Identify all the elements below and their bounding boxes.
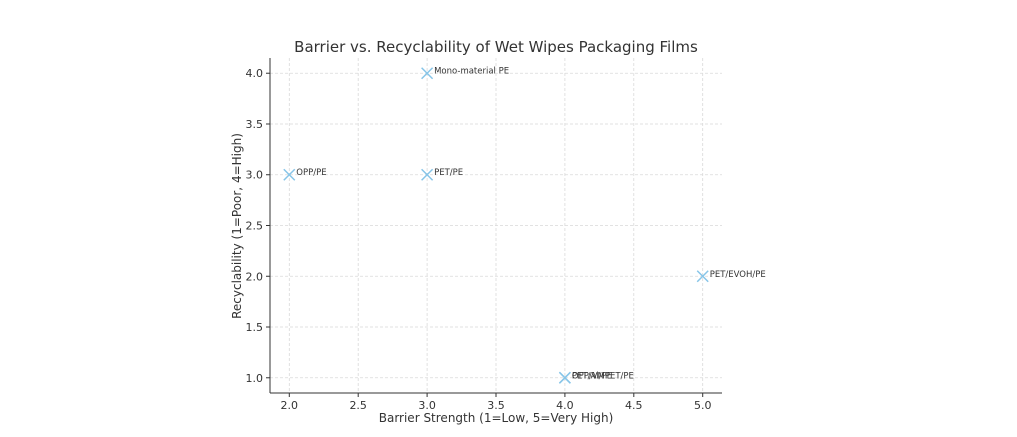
points-layer: OPP/PE PET/PE Mono-material PE PET/EVOH/PE O…: [283, 67, 766, 384]
x-tick-label: 3.0: [418, 399, 436, 412]
y-tick-label: 2.5: [246, 220, 264, 233]
grid-layer: [270, 58, 722, 393]
y-tick-label: 3.0: [246, 169, 264, 182]
point-label: PET/PE: [434, 168, 463, 178]
chart-title: Barrier vs. Recyclability of Wet Wipes P…: [294, 38, 698, 56]
axes-layer: 2.0 2.5 3.0 3.5 4.0 4.5 5.0 1.0 1.5 2.0 2.5 3.0 3.5 4…: [246, 58, 722, 412]
point-label: OPP/PE: [296, 168, 326, 178]
x-tick-label: 3.5: [487, 399, 505, 412]
point-label: OPP/VMPET/PE: [572, 371, 634, 381]
point-marker-stroke: [696, 270, 709, 283]
x-tick-label: 4.5: [625, 399, 643, 412]
x-tick-label: 5.0: [694, 399, 712, 412]
y-tick-label: 4.0: [246, 67, 264, 80]
x-axis-label: Barrier Strength (1=Low, 5=Very High): [379, 411, 614, 425]
y-tick-label: 2.0: [246, 270, 264, 283]
x-tick-label: 4.0: [556, 399, 574, 412]
data-point: Mono-material PE: [421, 67, 509, 80]
point-marker-stroke: [421, 67, 434, 80]
data-point: PET/PE: [421, 168, 463, 181]
data-point: PET/Al/PE: [558, 371, 612, 384]
y-tick-label: 1.0: [246, 372, 264, 385]
point-label: PET/Al/PE: [572, 371, 612, 381]
point-label: Mono-material PE: [434, 67, 509, 77]
y-tick-label: 3.5: [246, 118, 264, 131]
point-label: PET/EVOH/PE: [710, 270, 766, 280]
data-point: OPP/PE: [283, 168, 327, 181]
point-marker-stroke: [421, 168, 434, 181]
y-axis-label: Recyclability (1=Poor, 4=High): [230, 133, 244, 319]
x-tick-label: 2.5: [349, 399, 367, 412]
point-marker-stroke: [558, 371, 571, 384]
y-tick-label: 1.5: [246, 321, 264, 334]
point-marker-stroke: [283, 168, 296, 181]
data-point: PET/EVOH/PE: [696, 270, 766, 283]
x-tick-label: 2.0: [281, 399, 299, 412]
